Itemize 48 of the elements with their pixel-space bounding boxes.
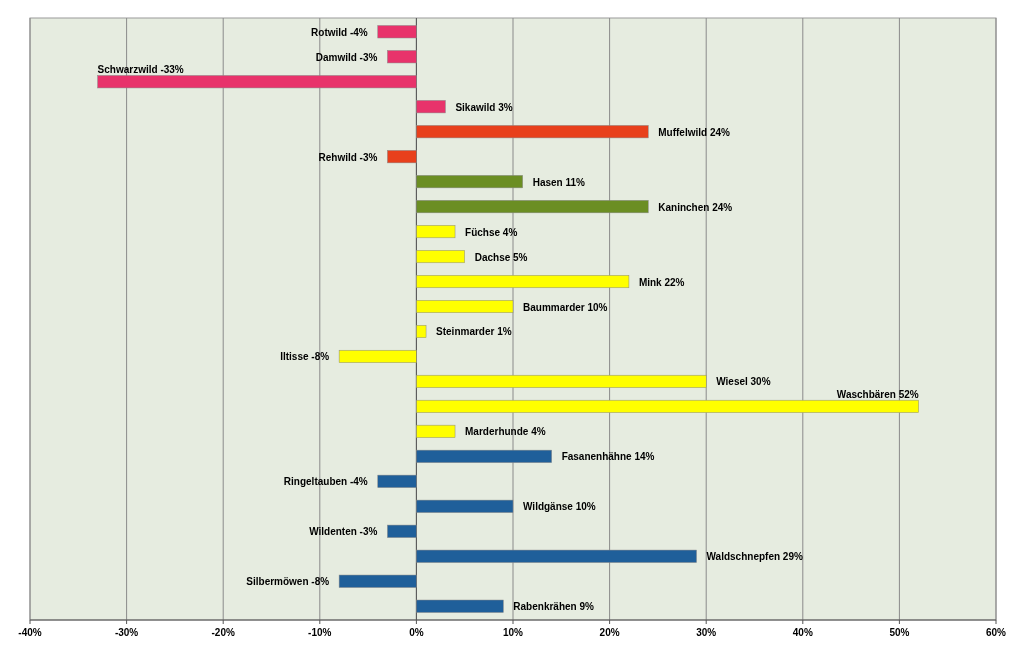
data-label: Iltisse -8% (280, 351, 330, 363)
data-label: Rabenkrähen 9% (513, 601, 595, 613)
data-label: Wildenten -3% (309, 526, 378, 538)
x-tick-label: 10% (502, 627, 524, 638)
data-label: Dachse 5% (474, 251, 528, 263)
bar (416, 325, 427, 338)
bar (416, 599, 504, 613)
data-label: Wiesel 30% (716, 376, 771, 388)
x-tick-label: 30% (696, 627, 717, 638)
x-tick-label: -30% (114, 627, 139, 638)
bar (387, 524, 417, 538)
bar (338, 349, 417, 363)
data-label: Schwarzwild -33% (97, 64, 184, 76)
data-label: Waschbären 52% (836, 389, 919, 401)
data-label: Muffelwild 24% (658, 126, 731, 138)
data-label: Rehwild -3% (318, 151, 378, 163)
x-tick-label: 60% (985, 627, 1007, 638)
bar (387, 150, 417, 164)
data-label: Ringeltauben -4% (283, 476, 368, 488)
data-label: Hasen 11% (532, 176, 586, 188)
x-tick-label: 40% (792, 627, 813, 638)
x-tick-label: -20% (211, 627, 235, 638)
bar (416, 424, 456, 438)
data-label: Wildgänse 10% (523, 501, 596, 513)
data-label: Marderhunde 4% (465, 426, 546, 438)
x-tick-label: -40% (18, 627, 42, 638)
data-label: Steinmarder 1% (436, 326, 512, 338)
data-label: Silbermöwen -8% (246, 576, 330, 588)
data-label: Mink 22% (638, 276, 685, 288)
data-label: Rotwild -4% (311, 26, 368, 38)
bar (416, 250, 465, 264)
x-tick-label: -10% (308, 627, 332, 638)
data-label: Damwild -3% (315, 51, 378, 63)
bar (377, 25, 417, 39)
bar (338, 574, 417, 588)
bar (387, 50, 417, 64)
bar (416, 225, 456, 239)
data-label: Baummarder 10% (523, 301, 608, 313)
x-tick-label: 0% (409, 627, 424, 638)
x-tick-label: 20% (599, 627, 620, 638)
bar (416, 100, 446, 114)
data-label: Sikawild 3% (455, 101, 513, 113)
bar (377, 474, 417, 488)
data-label: Waldschnepfen 29% (706, 551, 803, 563)
data-label: Kaninchen 24% (658, 201, 733, 213)
x-tick-label: 50% (889, 627, 910, 638)
data-label: Füchse 4% (465, 226, 518, 238)
data-label: Fasanenhähne 14% (561, 451, 655, 463)
